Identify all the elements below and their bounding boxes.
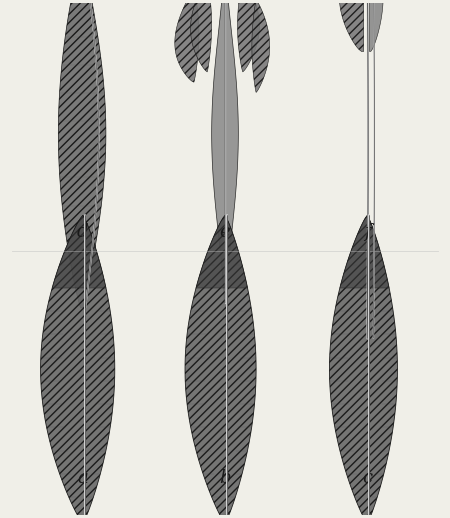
Text: a: a [77,469,88,487]
Polygon shape [52,215,106,288]
Polygon shape [238,0,260,72]
Text: b: b [219,469,231,487]
Polygon shape [58,0,106,308]
Polygon shape [252,0,270,92]
Text: e: e [220,223,230,241]
Polygon shape [329,215,397,518]
Polygon shape [369,0,383,51]
Polygon shape [190,0,212,72]
Text: d: d [77,223,89,241]
Polygon shape [339,0,364,51]
Polygon shape [185,215,256,518]
Polygon shape [196,215,248,288]
Text: f: f [364,223,370,241]
Polygon shape [340,215,389,288]
Polygon shape [175,0,199,82]
Polygon shape [40,215,115,518]
Text: c: c [362,469,372,487]
Polygon shape [212,0,239,303]
